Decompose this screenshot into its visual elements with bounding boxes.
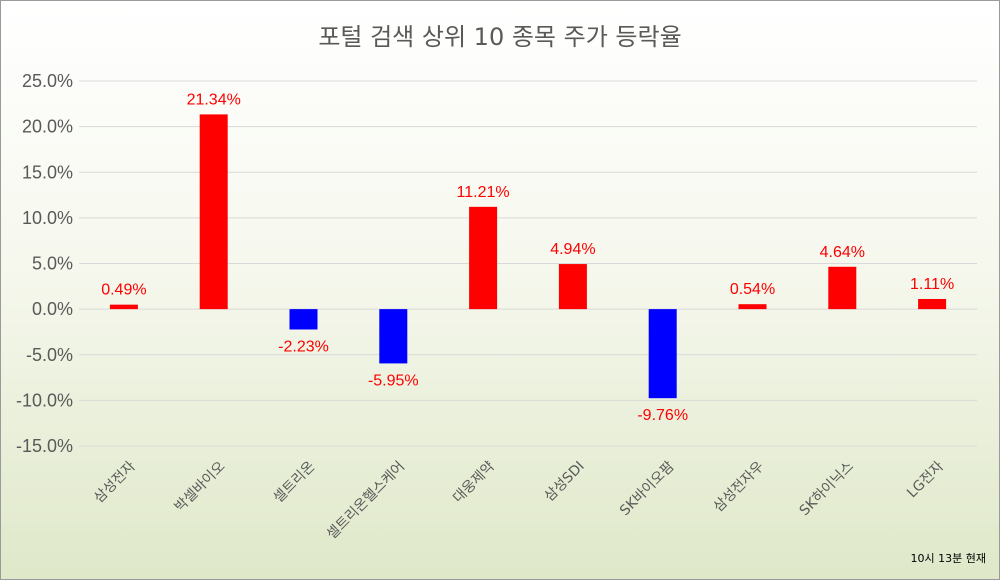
- x-tick-label: 삼성SDI: [541, 459, 587, 505]
- x-tick-label: 삼성전자우: [710, 458, 767, 515]
- bar: [738, 304, 767, 310]
- data-label: -2.23%: [278, 338, 329, 355]
- y-tick-label: -10.0%: [16, 390, 73, 410]
- x-tick-label: 삼성전자: [91, 458, 139, 506]
- y-tick-label: 25.0%: [22, 71, 73, 91]
- y-tick-label: 5.0%: [32, 254, 73, 274]
- bar: [648, 309, 677, 399]
- y-tick-label: 0.0%: [32, 299, 73, 319]
- x-tick-label: 셀트리온: [271, 458, 319, 506]
- bar: [828, 266, 857, 310]
- bar: [199, 114, 228, 310]
- y-tick-label: 15.0%: [22, 162, 73, 182]
- x-tick-label: SK하이닉스: [797, 458, 858, 519]
- data-label: -5.95%: [368, 372, 419, 389]
- chart-title: 포털 검색 상위 10 종목 주가 등락율: [318, 23, 681, 51]
- bar: [558, 264, 587, 310]
- bar: [289, 309, 318, 330]
- x-tick-label: LG전자: [904, 458, 947, 501]
- data-label: 1.11%: [910, 276, 954, 293]
- time-note: 10시 13분 현재: [911, 552, 986, 565]
- data-label: 11.21%: [457, 184, 510, 201]
- data-label: 0.49%: [101, 282, 146, 299]
- bar: [918, 298, 947, 310]
- x-tick-label: 대웅제약: [450, 458, 498, 506]
- x-tick-label: SK바이오팜: [617, 458, 678, 519]
- y-tick-label: 10.0%: [22, 208, 73, 228]
- data-label: 4.94%: [550, 241, 595, 258]
- x-tick-label: 셀트리온헬스케어: [324, 459, 408, 543]
- x-tick-label: 박셀바이오: [172, 458, 229, 515]
- bar: [469, 206, 498, 310]
- data-label: 21.34%: [187, 91, 241, 108]
- bar: [379, 309, 408, 364]
- y-tick-label: 20.0%: [22, 117, 73, 137]
- y-tick-label: -5.0%: [26, 345, 73, 365]
- data-label: -9.76%: [637, 407, 688, 424]
- y-tick-label: -15.0%: [16, 436, 73, 456]
- data-label: 4.64%: [820, 244, 865, 261]
- bar: [109, 304, 138, 310]
- data-label: 0.54%: [730, 281, 775, 298]
